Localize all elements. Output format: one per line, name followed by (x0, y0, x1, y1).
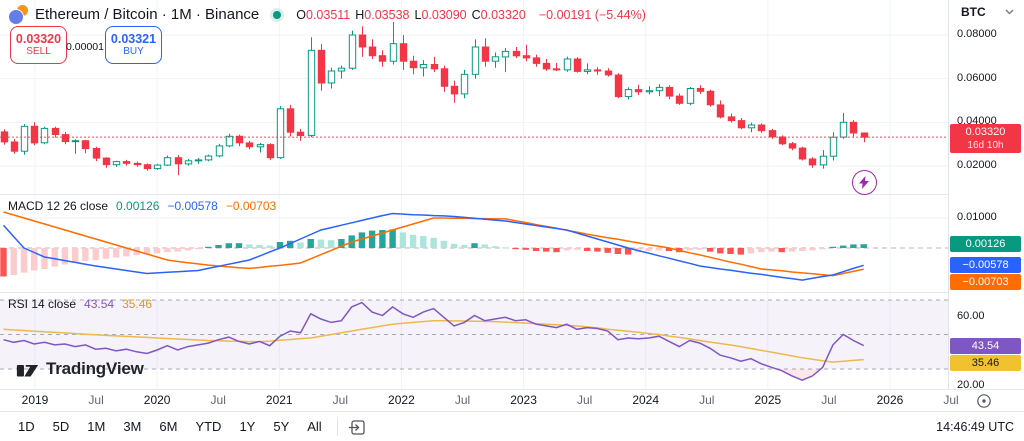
time-axis-label: Jul (943, 393, 959, 407)
ohlc-label: C (471, 7, 481, 22)
time-axis-label: 2022 (388, 393, 415, 407)
price-tick: 0.04000 (957, 115, 997, 128)
time-axis-label: Jul (210, 393, 226, 407)
rsi-value-badge: 43.54 (950, 338, 1021, 354)
last-price-value: 0.03320 (965, 126, 1006, 138)
ohlc-label: L (414, 7, 422, 22)
ethereum-icon (8, 9, 24, 25)
time-axis-label: 2024 (632, 393, 660, 407)
bar-countdown: 16d 10h (967, 140, 1004, 151)
currency-label: BTC (961, 5, 986, 19)
settings-icon[interactable] (975, 392, 993, 415)
macd-axis-tick: 0.01000 (957, 211, 997, 223)
time-axis-label: Jul (699, 393, 715, 407)
price-tick: 0.08000 (957, 28, 997, 40)
macd-signal-value: −0.00703 (225, 199, 277, 213)
currency-selector[interactable]: BTC (949, 0, 1024, 24)
rsi-title: RSI 14 close (8, 297, 77, 311)
spread-value: 0.00001 (66, 41, 104, 53)
macd-hist-value: 0.00126 (116, 199, 160, 213)
time-axis-label: 2021 (265, 393, 293, 407)
symbol-pair-icon (8, 5, 29, 25)
price-axis[interactable] (948, 0, 1024, 389)
macd-title: MACD 12 26 close (8, 199, 109, 213)
symbol-legend: Ethereum / Bitcoin · 1M · Binance O0.035… (8, 5, 646, 25)
bitcoin-icon (17, 5, 28, 16)
buy-button[interactable]: 0.03321 BUY (105, 26, 162, 64)
chevron-down-icon (1005, 9, 1014, 15)
rsi-pane[interactable] (0, 293, 948, 389)
symbol-title[interactable]: Ethereum / Bitcoin · 1M · Binance (35, 6, 260, 23)
macd-signal-badge: −0.00703 (950, 274, 1021, 290)
rsi-legend[interactable]: RSI 14 close 43.54 35.46 (8, 297, 152, 311)
range-button-5d[interactable]: 5D (45, 416, 78, 437)
rsi-axis-tick: 60.00 (957, 310, 985, 323)
ohlc-value: 0.03511 (306, 7, 351, 22)
time-axis-label: 2026 (876, 393, 904, 407)
tradingview-logo-text: TradingView (46, 358, 144, 378)
time-axis-label: Jul (821, 393, 837, 407)
ohlc-label: O (296, 7, 306, 22)
toolbar-divider (336, 417, 338, 436)
time-axis-label: 2025 (754, 393, 782, 407)
buy-price: 0.03321 (110, 32, 157, 47)
bottom-toolbar: 1D 5D 1M 3M 6M YTD 1Y 5Y All 14:46:49 UTC (0, 412, 1024, 441)
last-price-badge: 0.03320 16d 10h (950, 124, 1021, 153)
price-tick: 0.02000 (957, 158, 997, 171)
pane-separator[interactable] (0, 292, 1024, 293)
rsi-axis-tick: 20.00 (957, 379, 985, 392)
rsi-ma-badge: 35.46 (950, 355, 1021, 371)
range-button-5y[interactable]: 5Y (265, 416, 297, 437)
range-button-1d[interactable]: 1D (10, 416, 43, 437)
ohlc-values: O0.03511 H0.03538 L0.03090 C0.03320 (291, 8, 526, 22)
change-value: −0.00191 (−5.44%) (538, 7, 646, 22)
tradingview-watermark[interactable]: TradingView (16, 358, 144, 379)
time-axis-border (0, 389, 1024, 390)
lightning-boost-button[interactable] (852, 170, 877, 195)
macd-line-value: −0.00578 (167, 199, 218, 213)
sell-button[interactable]: 0.03320 SELL (10, 26, 67, 64)
sell-price: 0.03320 (15, 32, 62, 47)
macd-hist-badge: 0.00126 (950, 236, 1021, 252)
time-axis-label: Jul (88, 393, 104, 407)
time-axis-label: Jul (332, 393, 349, 407)
range-button-3m[interactable]: 3M (115, 416, 149, 437)
price-tick: 0.06000 (957, 71, 997, 84)
ohlc-label: H (355, 7, 365, 22)
time-axis-label: 2020 (143, 393, 171, 407)
sell-label: SELL (26, 46, 51, 58)
buy-label: BUY (123, 46, 144, 58)
ohlc-value: 0.03090 (421, 7, 467, 22)
lightning-icon (859, 176, 869, 189)
macd-pane[interactable] (0, 195, 948, 293)
range-selector: 1D 5D 1M 3M 6M YTD 1Y 5Y All (10, 416, 330, 437)
pane-separator[interactable] (0, 194, 1024, 195)
clock-utc[interactable]: 14:46:49 UTC (936, 419, 1014, 434)
time-axis-label: 2019 (21, 393, 49, 407)
price-pane[interactable] (0, 0, 948, 195)
macd-line-badge: −0.00578 (950, 257, 1021, 273)
toolbar-border (0, 411, 1024, 412)
tradingview-logo-icon (16, 364, 39, 377)
time-axis-label: Jul (454, 393, 471, 407)
range-button-ytd[interactable]: YTD (187, 416, 229, 437)
range-button-6m[interactable]: 6M (151, 416, 185, 437)
market-status-dot[interactable] (273, 10, 282, 19)
time-axis-label: 2023 (510, 393, 537, 407)
macd-legend[interactable]: MACD 12 26 close 0.00126 −0.00578 −0.007… (8, 199, 276, 213)
go-to-date-icon (348, 419, 365, 435)
ohlc-value: 0.03538 (364, 7, 410, 22)
ohlc-value: 0.03320 (480, 7, 526, 22)
go-to-date-button[interactable] (347, 417, 367, 437)
range-button-1y[interactable]: 1Y (231, 416, 263, 437)
rsi-value: 43.54 (84, 297, 115, 311)
time-axis-label: Jul (576, 393, 593, 407)
rsi-ma-value: 35.46 (122, 297, 153, 311)
range-button-1m[interactable]: 1M (79, 416, 113, 437)
range-button-all[interactable]: All (299, 416, 329, 437)
